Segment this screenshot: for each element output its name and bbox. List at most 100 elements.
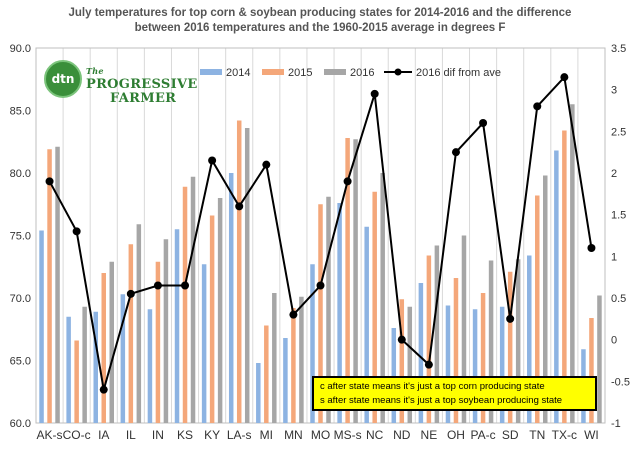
- bar-2015: [101, 273, 106, 423]
- bar-2014: [499, 306, 505, 423]
- x-tick-label: NE: [421, 428, 438, 442]
- bar-2016: [299, 296, 304, 423]
- bar-2016: [55, 146, 60, 423]
- x-tick-label: KS: [177, 428, 193, 442]
- bar-2015: [453, 278, 459, 423]
- bar-2014: [174, 229, 180, 423]
- y-right-tick-label: 3.5: [611, 43, 626, 55]
- bar-2016: [597, 295, 602, 423]
- bar-2015: [589, 318, 594, 423]
- line-point: [506, 314, 515, 323]
- bar-2014: [418, 283, 424, 423]
- line-point: [289, 310, 298, 319]
- y-right-tick-label: 2.5: [611, 126, 626, 138]
- y-left-tick-label: 60.0: [10, 418, 31, 430]
- bar-2014: [93, 311, 98, 423]
- y-right-tick-label: -0.5: [611, 376, 630, 388]
- bar-2016: [109, 261, 114, 423]
- bar-2015: [399, 299, 405, 423]
- bar-2015: [291, 308, 296, 423]
- bar-2016: [272, 293, 277, 423]
- x-tick-label: TN: [529, 428, 545, 442]
- bar-2016: [163, 239, 169, 423]
- bar-2016: [434, 245, 440, 423]
- bar-2014: [554, 150, 559, 423]
- line-point: [451, 148, 460, 157]
- bar-2014: [310, 264, 315, 423]
- x-tick-label: MI: [260, 428, 273, 442]
- line-point: [479, 119, 488, 127]
- bar-2014: [256, 363, 261, 423]
- bar-2016: [488, 260, 494, 423]
- x-tick-label: ND: [393, 428, 411, 442]
- x-tick-label: LA-s: [227, 428, 252, 442]
- bar-2014: [283, 338, 288, 423]
- bar-2014: [66, 316, 71, 423]
- bar-2015: [74, 340, 79, 423]
- line-point: [126, 289, 135, 298]
- bar-2015: [507, 271, 513, 423]
- bar-2014: [364, 226, 369, 423]
- x-tick-label: IN: [152, 428, 164, 442]
- chart-title-line2: between 2016 temperatures and the 1960-2…: [134, 22, 506, 34]
- bar-2014: [391, 328, 397, 423]
- legend-2015-label: 2015: [288, 67, 312, 79]
- bar-2016: [461, 235, 467, 423]
- x-tick-label: MN: [284, 428, 303, 442]
- bar-2015: [345, 138, 350, 423]
- bar-2014: [337, 203, 342, 423]
- legend-2014-swatch: [200, 69, 222, 75]
- logo-wordmark: The PROGRESSIVE FARMER: [86, 64, 198, 106]
- x-tick-label: TX-c: [552, 428, 577, 442]
- logo-prefix: The: [86, 66, 104, 76]
- bar-2016: [82, 306, 87, 423]
- x-tick-label: IA: [98, 428, 109, 442]
- bar-2014: [228, 173, 234, 423]
- bar-2016: [543, 175, 548, 423]
- bar-2016: [244, 128, 250, 423]
- legend-2015-swatch: [262, 69, 284, 75]
- x-tick-label: AK-s: [37, 428, 63, 442]
- bar-2015: [535, 195, 540, 423]
- bar-2015: [128, 244, 134, 423]
- bar-2014: [201, 264, 207, 423]
- annotation-box: c after state means it's just a top corn…: [312, 376, 597, 411]
- x-tick-label: CO-c: [63, 428, 91, 442]
- dtn-progressive-farmer-logo: dtn The PROGRESSIVE FARMER: [44, 60, 197, 106]
- bar-2014: [445, 305, 451, 423]
- y-left-tick-label: 80.0: [10, 168, 31, 180]
- bar-2016: [380, 173, 385, 423]
- line-point: [153, 281, 162, 290]
- bar-2016: [326, 196, 331, 423]
- line-point: [72, 227, 81, 236]
- x-tick-label: IL: [126, 428, 136, 442]
- bar-2016: [217, 198, 223, 423]
- y-right-tick-label: -1: [611, 418, 621, 430]
- legend-2016-label: 2016: [350, 67, 374, 79]
- bar-2015: [426, 255, 432, 423]
- chart-title: July temperatures for top corn & soybean…: [0, 6, 640, 36]
- bar-2015: [480, 293, 486, 423]
- y-right-tick-label: 1.5: [611, 210, 626, 222]
- legend-2014-label: 2014: [226, 67, 250, 79]
- y-left-tick-label: 65.0: [10, 356, 31, 368]
- x-tick-label: PA-c: [471, 428, 496, 442]
- line-point: [99, 385, 108, 394]
- bar-2016: [515, 259, 521, 423]
- bar-2014: [147, 309, 153, 423]
- bar-2015: [236, 120, 242, 423]
- bar-2014: [527, 255, 532, 423]
- line-point: [397, 335, 406, 344]
- line-point: [533, 102, 542, 111]
- bar-2015: [562, 130, 567, 423]
- y-right-tick-label: 1: [611, 251, 617, 263]
- line-point: [370, 89, 379, 98]
- bar-2016: [407, 306, 413, 423]
- line-point: [343, 177, 352, 186]
- bar-2015: [209, 215, 215, 423]
- y-left-tick-label: 75.0: [10, 231, 31, 243]
- bar-2015: [182, 186, 188, 423]
- line-point: [424, 360, 433, 369]
- logo-line1: PROGRESSIVE: [86, 77, 198, 92]
